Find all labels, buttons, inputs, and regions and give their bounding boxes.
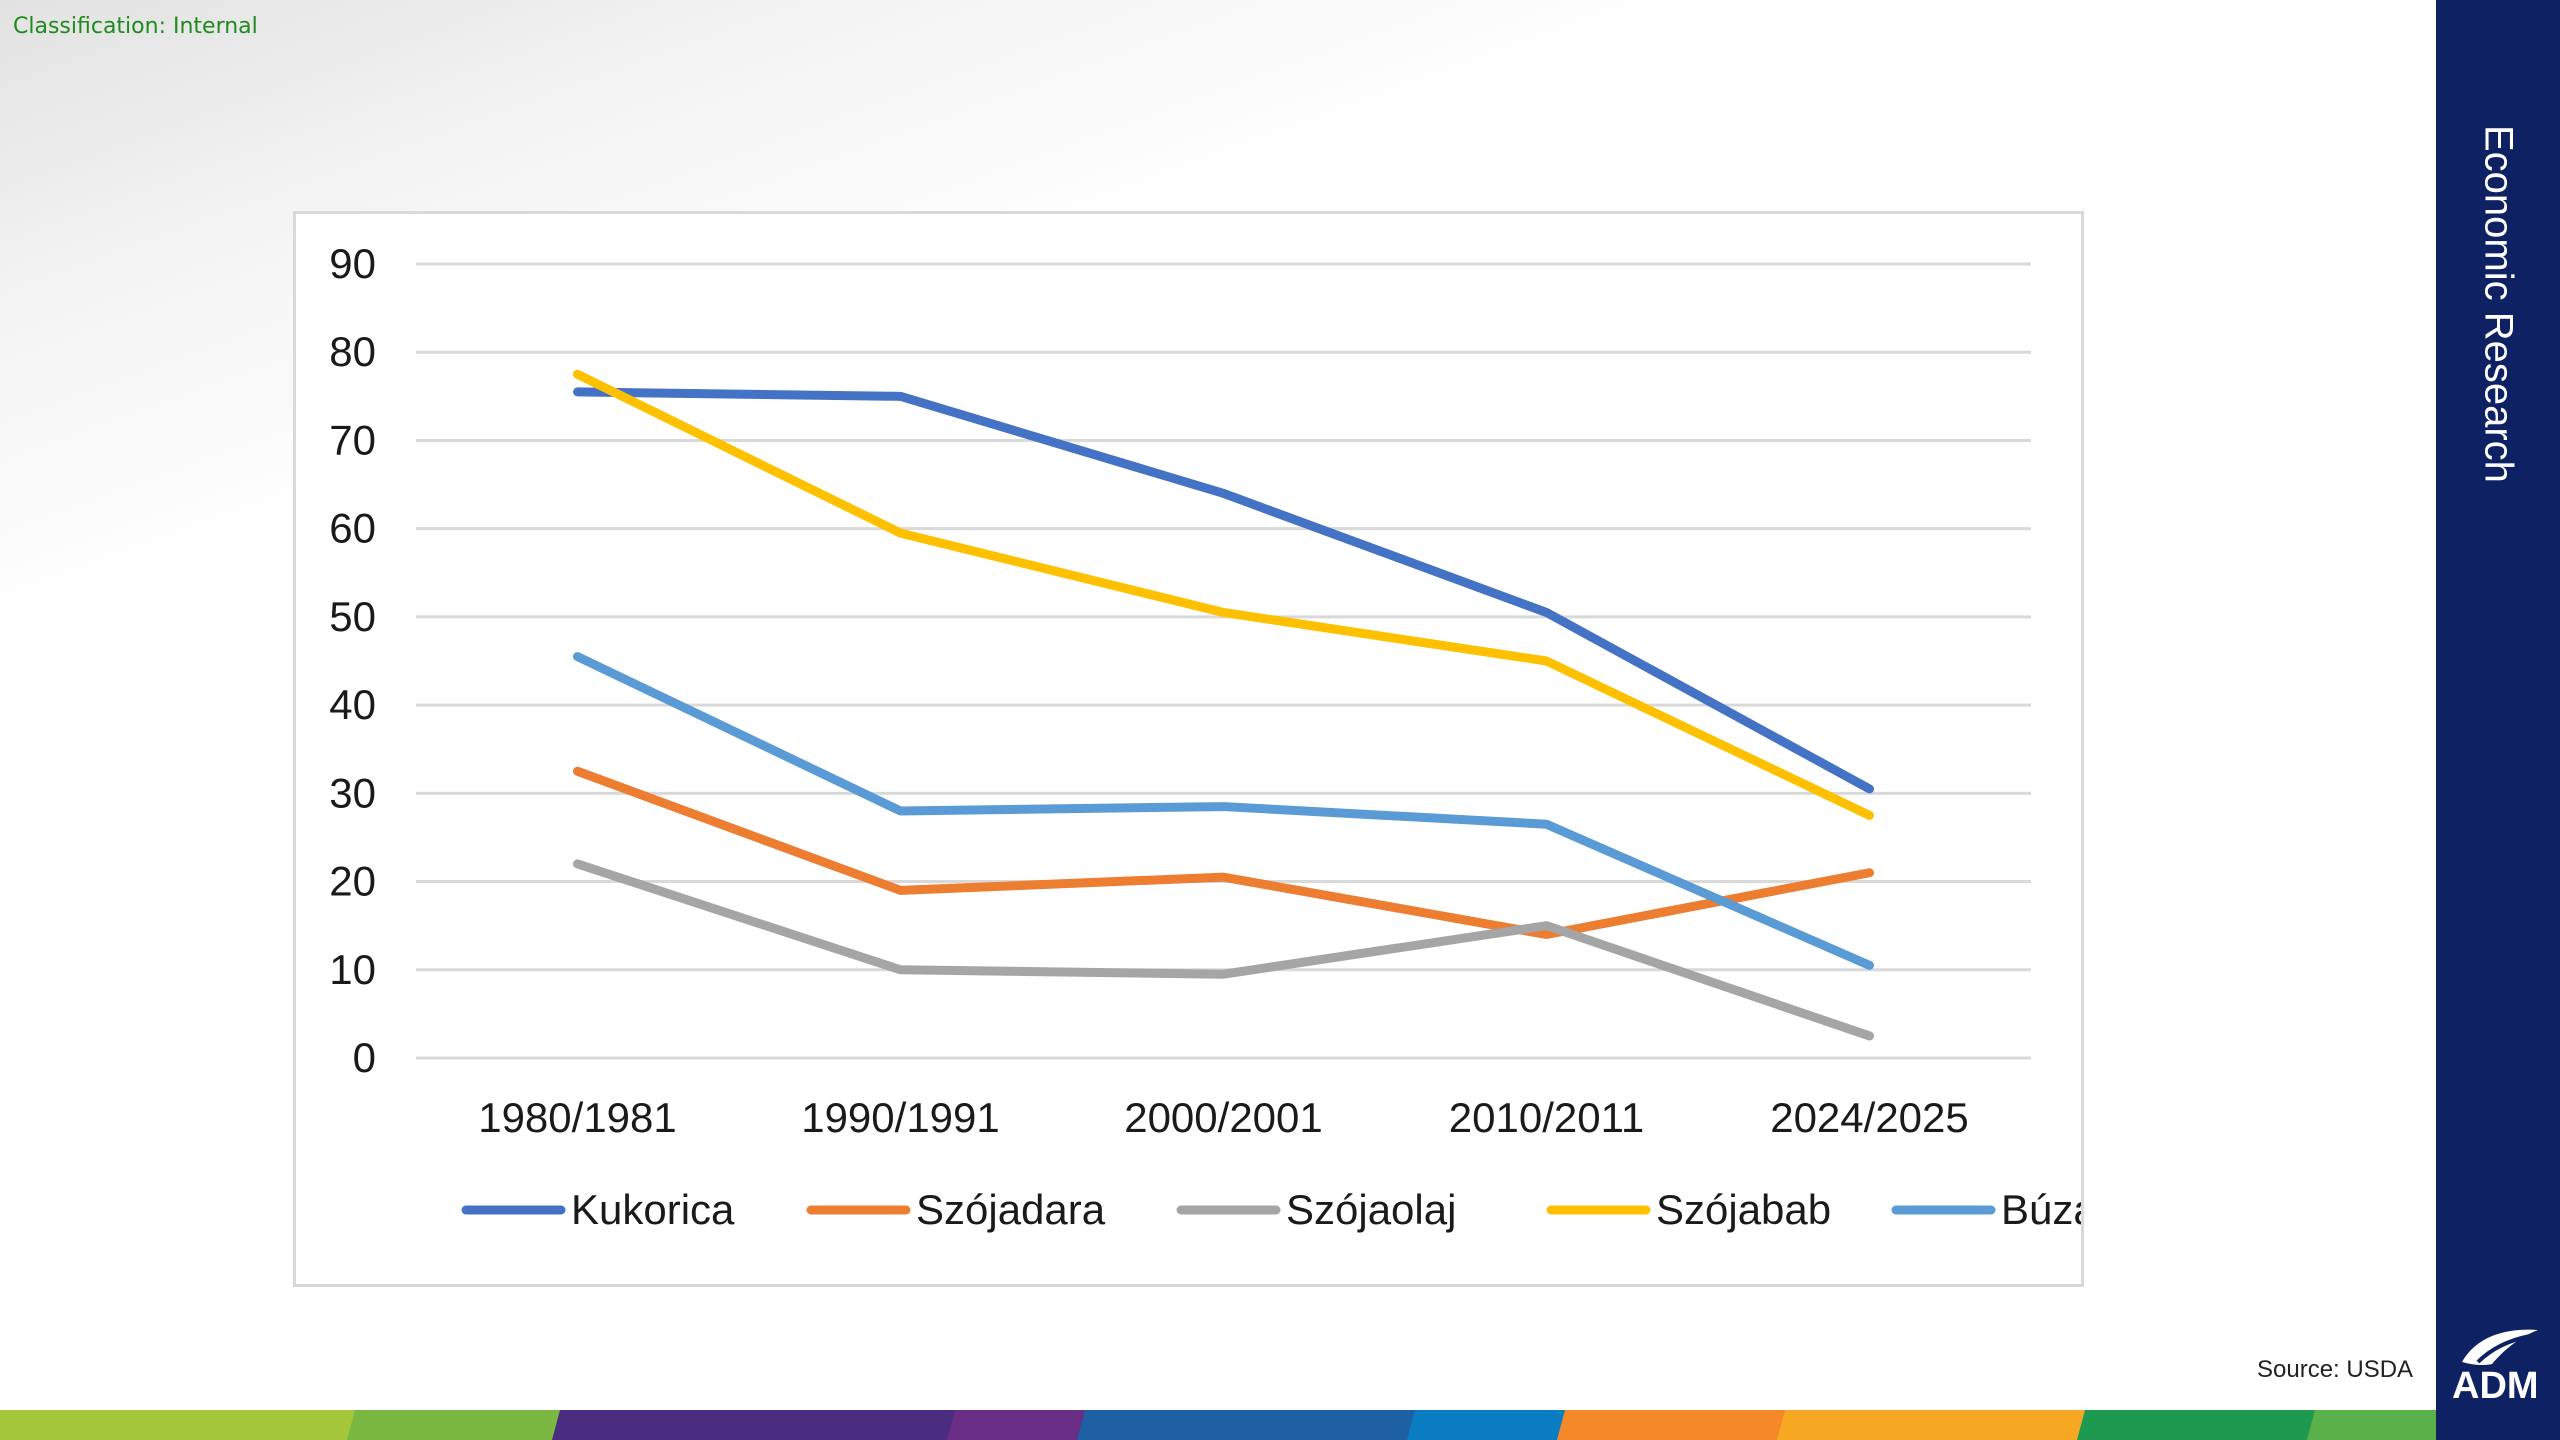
y-tick-label: 50 — [329, 593, 376, 640]
legend-label: Szójabab — [1656, 1186, 1831, 1233]
x-tick-label: 2024/2025 — [1770, 1094, 1969, 1141]
side-panel-title: Economic Research — [2476, 125, 2521, 483]
source-note: Source: USDA — [2257, 1356, 2414, 1383]
stripe-segment — [1407, 1410, 1573, 1440]
chart-frame: 0 10 20 30 40 50 60 70 80 90 1980/1981 1990/1991 200… — [293, 211, 2084, 1287]
legend-label: Kukorica — [571, 1186, 735, 1233]
stripe-segment — [0, 1410, 363, 1440]
y-tick-label: 70 — [329, 416, 376, 463]
stripe-segment — [1557, 1410, 1793, 1440]
stripe-segment — [2077, 1410, 2323, 1440]
y-tick-label: 40 — [329, 681, 376, 728]
adm-leaf-logo-icon — [2462, 1329, 2538, 1366]
x-tick-label: 2010/2011 — [1449, 1094, 1644, 1141]
x-tick-label: 2000/2001 — [1124, 1094, 1323, 1141]
series-line-szójabab — [573, 369, 1874, 820]
y-tick-label: 90 — [329, 240, 376, 287]
legend-label: Szójaolaj — [1286, 1186, 1456, 1233]
classification-label: Classification: Internal — [13, 14, 258, 39]
stripe-segment — [2307, 1410, 2436, 1440]
series-line-búza — [573, 652, 1874, 970]
y-tick-label: 60 — [329, 505, 376, 552]
stripe-segment — [947, 1410, 1093, 1440]
y-tick-label: 30 — [329, 769, 376, 816]
y-tick-label: 10 — [329, 946, 376, 993]
stripe-segment — [1077, 1410, 1423, 1440]
stripe-segment — [552, 1410, 963, 1440]
legend-label: Búza — [2001, 1186, 2081, 1233]
stripe-segment — [347, 1410, 568, 1440]
x-tick-label: 1980/1981 — [478, 1094, 677, 1141]
line-chart: 0 10 20 30 40 50 60 70 80 90 1980/1981 1990/1991 200… — [329, 240, 2081, 1233]
y-tick-label: 20 — [329, 858, 376, 905]
stripe-segment — [1777, 1410, 2093, 1440]
legend-label: Szójadara — [916, 1186, 1106, 1233]
side-panel — [2436, 0, 2560, 1440]
series-line-szójaolaj — [573, 859, 1874, 1041]
y-tick-label: 0 — [353, 1034, 376, 1081]
series-line-kukorica — [573, 387, 1874, 794]
logo-text: ADM — [2452, 1365, 2539, 1407]
series-line-szójadara — [573, 766, 1874, 939]
footer-color-stripe — [0, 1410, 2436, 1440]
x-tick-label: 1990/1991 — [801, 1094, 1000, 1141]
y-tick-label: 80 — [329, 328, 376, 375]
